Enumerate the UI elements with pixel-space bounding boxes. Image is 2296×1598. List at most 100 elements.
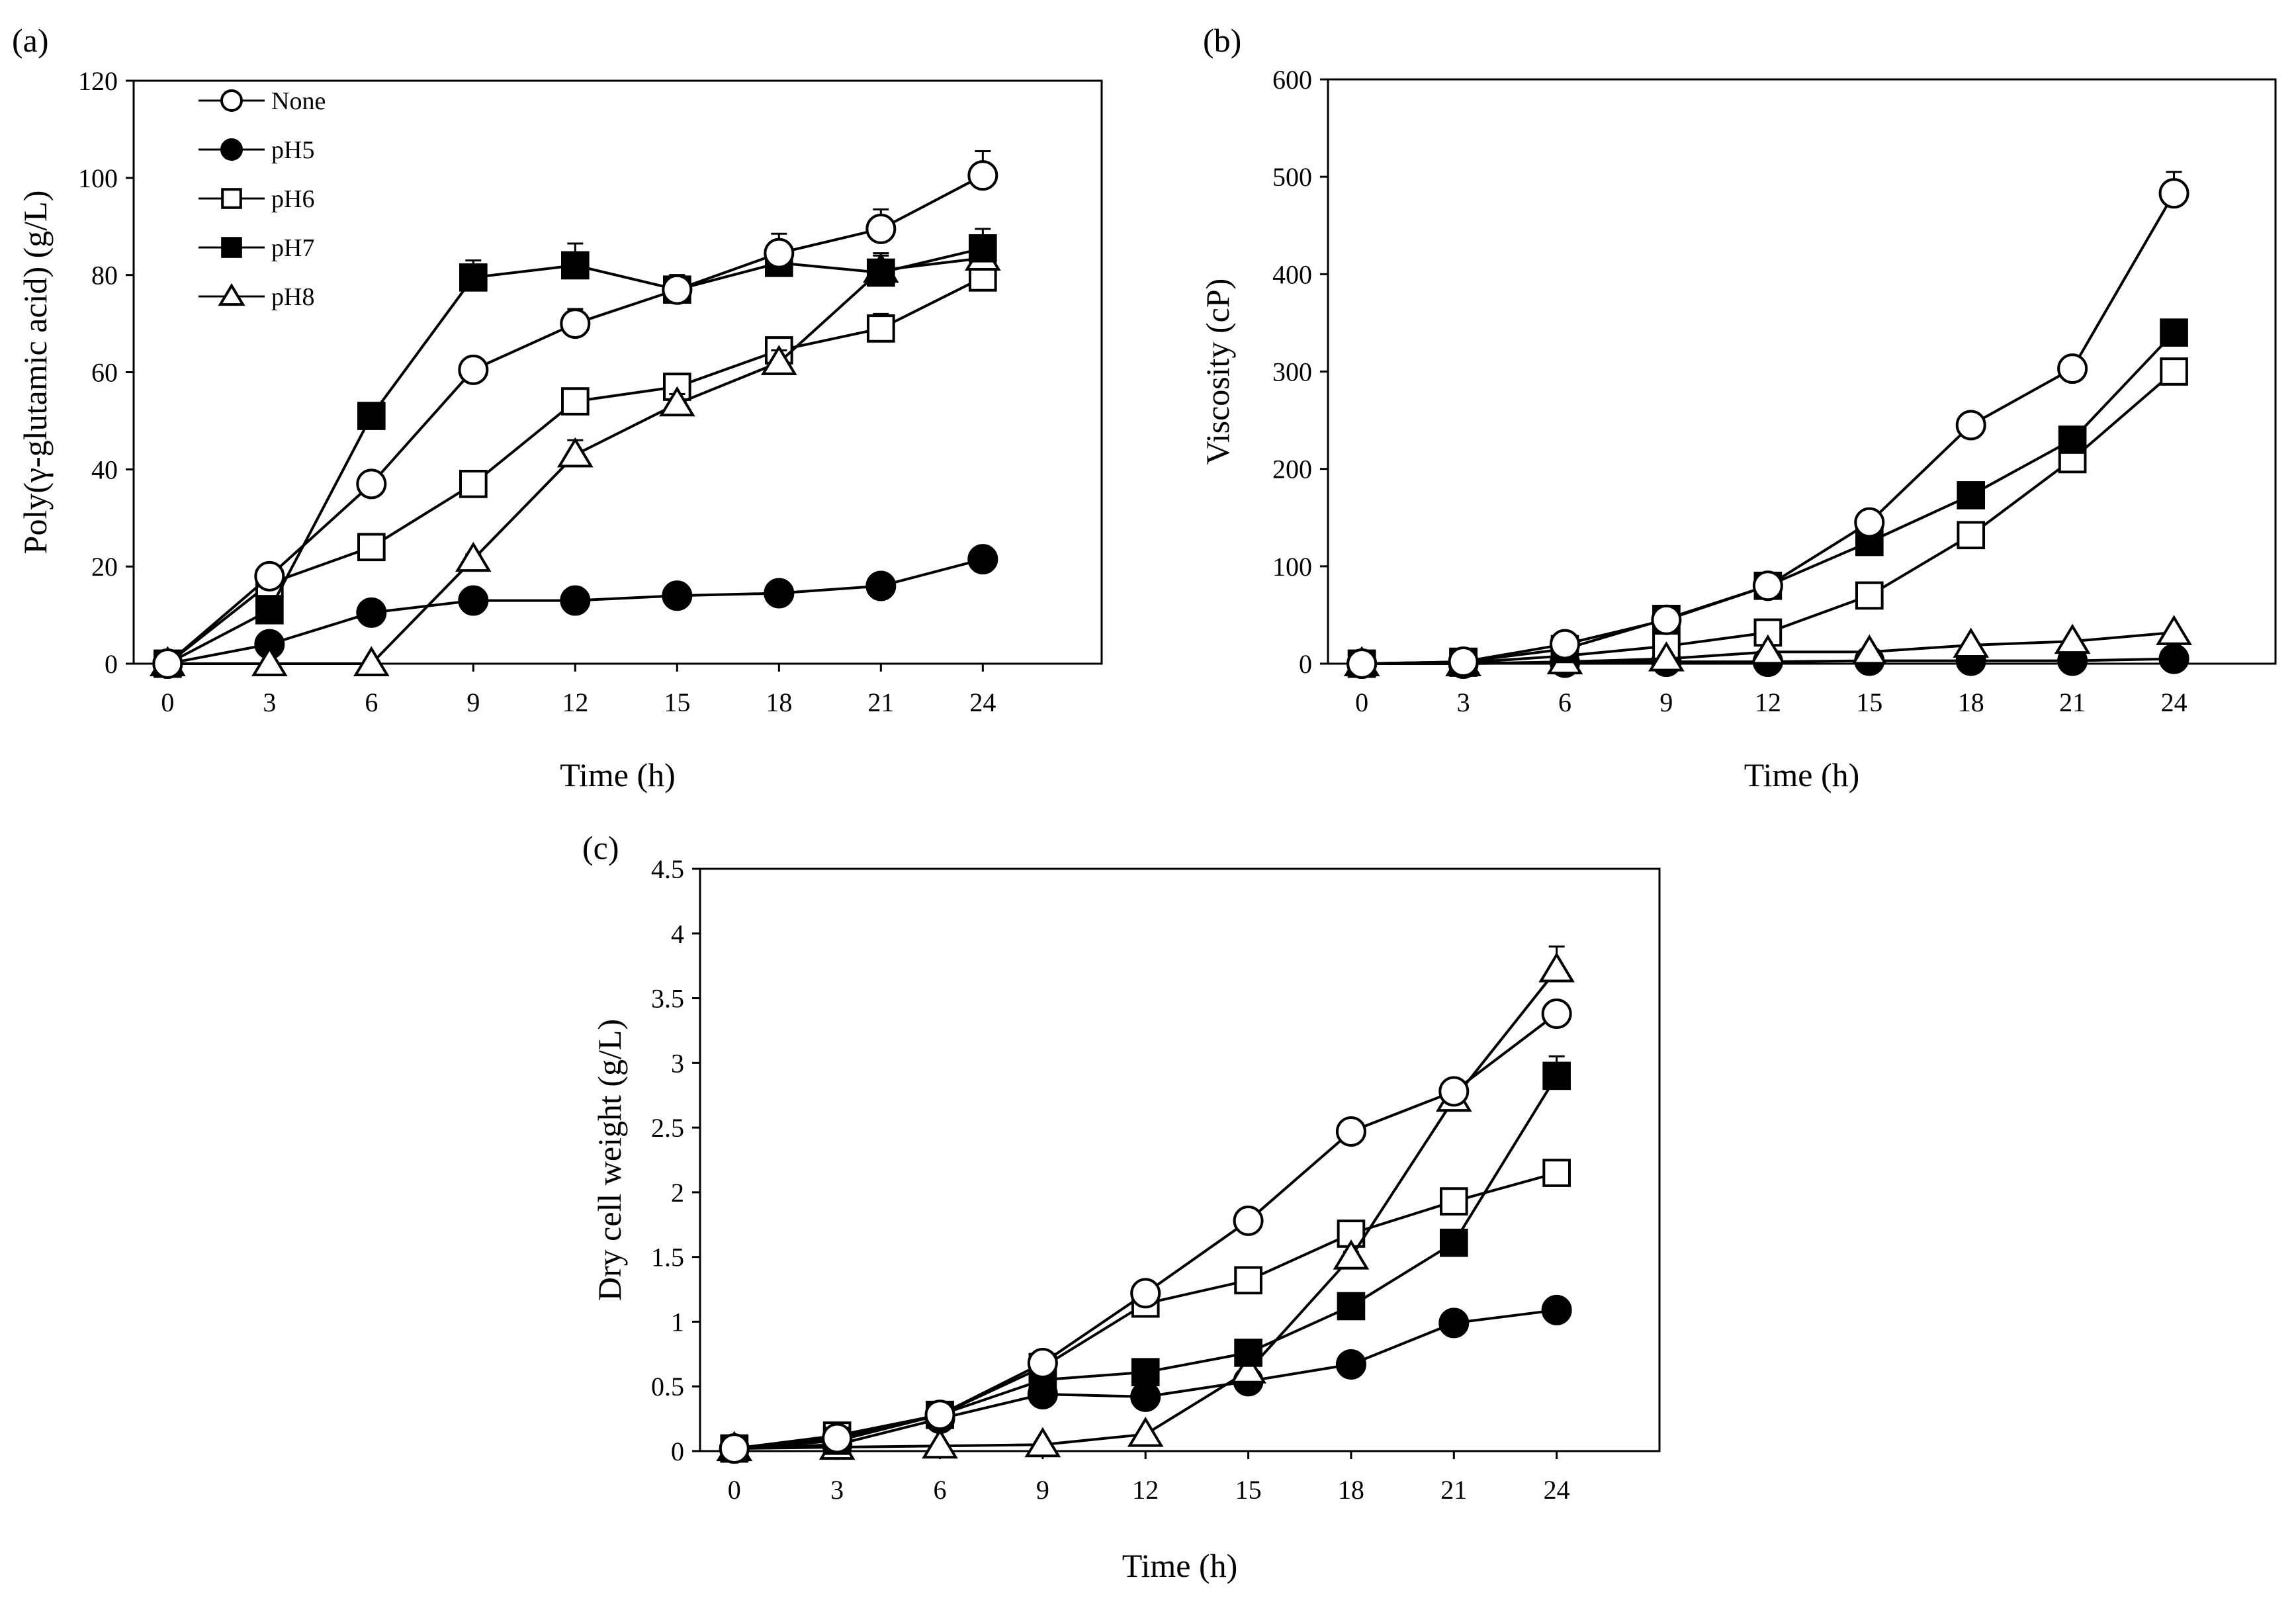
data-point [1851, 634, 1888, 665]
data-point [922, 1428, 958, 1459]
y-tick-label: 200 [1272, 455, 1312, 484]
legend-item-ph8: pH8 [199, 283, 314, 311]
legend-label: pH7 [271, 234, 314, 262]
y-tick-label: 20 [91, 552, 118, 582]
y-tick-label: 60 [91, 358, 118, 388]
data-point [1854, 507, 1885, 538]
data-point [2057, 353, 2088, 384]
series-ph6 [720, 1159, 1571, 1463]
legend-item-ph7: pH7 [199, 234, 314, 262]
data-point [1651, 604, 1682, 635]
data-point [1233, 1205, 1264, 1236]
y-tick-label: 2.5 [651, 1113, 684, 1143]
data-point [662, 580, 693, 611]
data-point [561, 251, 590, 280]
x-tick-label: 24 [1544, 1475, 1570, 1505]
data-point [1439, 1187, 1468, 1216]
y-tick-label: 120 [78, 66, 118, 96]
y-tick-label: 0.5 [651, 1372, 684, 1401]
data-point [1438, 1308, 1470, 1339]
x-tick-label: 24 [2161, 688, 2187, 717]
plot-frame [1327, 78, 2277, 665]
panel-label: (c) [582, 829, 619, 866]
data-point [865, 570, 897, 601]
x-tick-label: 0 [728, 1475, 741, 1505]
data-point [251, 646, 288, 677]
data-point [969, 234, 997, 263]
y-axis-title: Dry cell weight (g/L) [591, 1019, 628, 1301]
data-point [459, 263, 488, 292]
data-point [356, 597, 387, 628]
data-point [2158, 643, 2189, 674]
legend-label: pH8 [271, 283, 314, 311]
x-tick-label: 3 [830, 1475, 844, 1505]
legend-item-ph6: pH6 [199, 185, 314, 213]
x-tick-label: 9 [466, 688, 480, 717]
data-point [1955, 410, 1986, 441]
y-tick-label: 4.5 [651, 854, 684, 884]
data-point [924, 1399, 955, 1431]
data-point [455, 541, 492, 572]
data-point [1027, 1348, 1058, 1379]
data-point [1550, 629, 1580, 660]
data-point [1957, 521, 1986, 550]
data-point [560, 308, 591, 339]
data-point [822, 1423, 853, 1454]
legend-marker [218, 283, 245, 306]
x-tick-label: 3 [263, 688, 276, 717]
data-point [2156, 615, 2192, 645]
panel-label: (a) [12, 22, 49, 59]
plot-frame [699, 867, 1661, 1452]
x-tick-label: 15 [1235, 1475, 1262, 1505]
data-point [459, 470, 488, 498]
y-tick-label: 40 [91, 455, 118, 484]
y-axis-title: Poly(γ-glutamic acid) (g/L) [17, 191, 54, 555]
data-point [1335, 1349, 1366, 1380]
x-tick-label: 18 [1338, 1475, 1364, 1505]
x-tick-label: 21 [867, 688, 894, 717]
data-point [356, 468, 387, 500]
series-ph8 [149, 240, 1001, 677]
y-tick-label: 600 [1272, 65, 1312, 95]
x-tick-label: 18 [1958, 688, 1984, 717]
data-point [1438, 1076, 1470, 1107]
y-tick-label: 3 [671, 1048, 684, 1078]
data-point [458, 585, 489, 616]
data-point [2054, 623, 2091, 654]
data-point [1127, 1417, 1164, 1447]
data-point [1131, 1358, 1160, 1387]
x-axis-title: Time (h) [560, 756, 676, 793]
data-point [1448, 646, 1479, 678]
data-point [1538, 952, 1575, 983]
x-tick-label: 6 [1558, 688, 1571, 717]
panel-label: (b) [1203, 22, 1241, 59]
y-tick-label: 3.5 [651, 984, 684, 1014]
y-tick-label: 400 [1272, 259, 1312, 289]
data-point [152, 648, 183, 679]
y-tick-label: 4 [671, 919, 684, 949]
data-point [662, 274, 693, 305]
data-point [1752, 570, 1783, 601]
data-point [2160, 318, 2188, 347]
series-none [1347, 171, 2189, 679]
y-tick-label: 300 [1272, 357, 1312, 387]
y-tick-label: 0 [105, 649, 118, 679]
data-point [658, 386, 695, 417]
legend-marker [220, 89, 243, 112]
chart-panel-3: 0 0.5 1 1.5 2 2.5 3 3.5 4 4.5 0 3 6 9 12 15 18 21 24 Time (… [582, 829, 1661, 1584]
data-point [561, 387, 590, 416]
data-point [1542, 1061, 1571, 1090]
data-point [1953, 627, 1990, 658]
data-point [764, 238, 795, 269]
data-point [254, 560, 285, 592]
data-point [2158, 178, 2189, 209]
legend-label: pH6 [271, 185, 314, 213]
y-tick-label: 0 [1299, 649, 1312, 679]
y-tick-label: 100 [1272, 552, 1312, 582]
series-none [719, 999, 1572, 1464]
data-point [357, 402, 386, 430]
data-point [760, 345, 797, 375]
x-tick-label: 6 [934, 1475, 947, 1505]
x-tick-label: 15 [664, 688, 690, 717]
